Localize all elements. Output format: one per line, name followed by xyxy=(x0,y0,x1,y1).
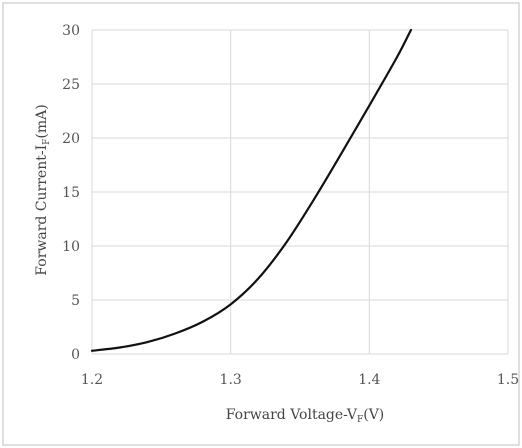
x-axis-title: Forward Voltage-VF(V) xyxy=(226,407,385,425)
x-tick-label: 1.5 xyxy=(497,372,519,388)
x-tick-label: 1.3 xyxy=(220,372,242,388)
y-tick-label: 0 xyxy=(71,347,80,363)
y-tick-labels: 0 5 10 15 20 25 30 xyxy=(62,23,80,363)
x-tick-label: 1.2 xyxy=(81,372,103,388)
y-tick-label: 15 xyxy=(62,185,80,201)
y-axis-title: Forward Current-IF(mA) xyxy=(34,104,52,275)
y-tick-label: 5 xyxy=(71,293,80,309)
series-layer xyxy=(90,28,413,352)
y-tick-label: 30 xyxy=(62,23,80,39)
x-tick-labels: 1.2 1.3 1.4 1.5 xyxy=(81,372,519,388)
horizontal-gridlines xyxy=(92,29,508,355)
y-tick-label: 25 xyxy=(62,77,80,93)
y-tick-label: 10 xyxy=(62,239,80,255)
y-tick-label: 20 xyxy=(62,131,80,147)
x-tick-label: 1.4 xyxy=(358,372,380,388)
series-line xyxy=(90,28,413,352)
